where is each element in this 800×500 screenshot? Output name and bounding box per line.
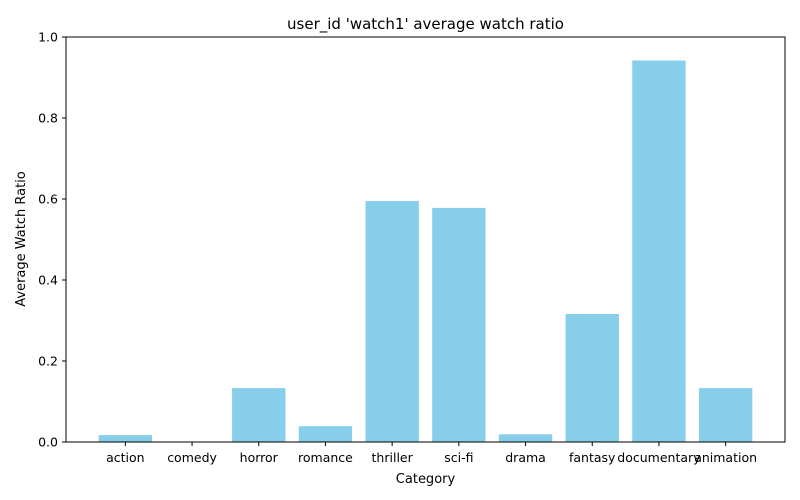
y-axis-ticks: 0.0 0.2 0.4 0.6 0.8 1.0 (38, 30, 66, 450)
x-tick-label: documentary (617, 450, 701, 465)
plot-frame (65, 36, 786, 443)
chart-title: user_id 'watch1' average watch ratio (287, 15, 564, 34)
x-tick-label: horror (240, 450, 279, 465)
bar-action (98, 435, 153, 442)
y-tick-label: 0.8 (38, 111, 58, 126)
y-tick-label: 0.6 (38, 192, 58, 207)
x-tick-label: fantasy (569, 450, 616, 465)
bar-romance (298, 426, 353, 442)
x-tick-label: comedy (167, 450, 217, 465)
x-tick-label: thriller (372, 450, 414, 465)
x-axis-ticks: action comedy horror romance thriller sci-fi d… (106, 442, 757, 465)
x-axis-label: Category (396, 472, 456, 487)
y-axis-label: Average Watch Ratio (14, 171, 29, 307)
y-tick-label: 1.0 (38, 30, 58, 45)
x-tick-label: romance (298, 450, 353, 465)
bar-fantasy (565, 314, 619, 442)
bar-sci-fi (432, 207, 486, 442)
y-tick-label: 0.4 (38, 273, 58, 288)
y-tick-label: 0.2 (38, 354, 58, 369)
bar-animation (698, 388, 753, 442)
x-tick-label: drama (505, 450, 546, 465)
x-tick-label: action (106, 450, 144, 465)
bar-horror (232, 388, 286, 442)
x-tick-label: sci-fi (444, 450, 473, 465)
y-tick-label: 0.0 (38, 435, 58, 450)
bar-drama (498, 434, 553, 442)
bars-group (98, 60, 753, 443)
bar-thriller (365, 201, 419, 442)
bar-documentary (632, 60, 686, 443)
x-tick-label: animation (694, 450, 757, 465)
